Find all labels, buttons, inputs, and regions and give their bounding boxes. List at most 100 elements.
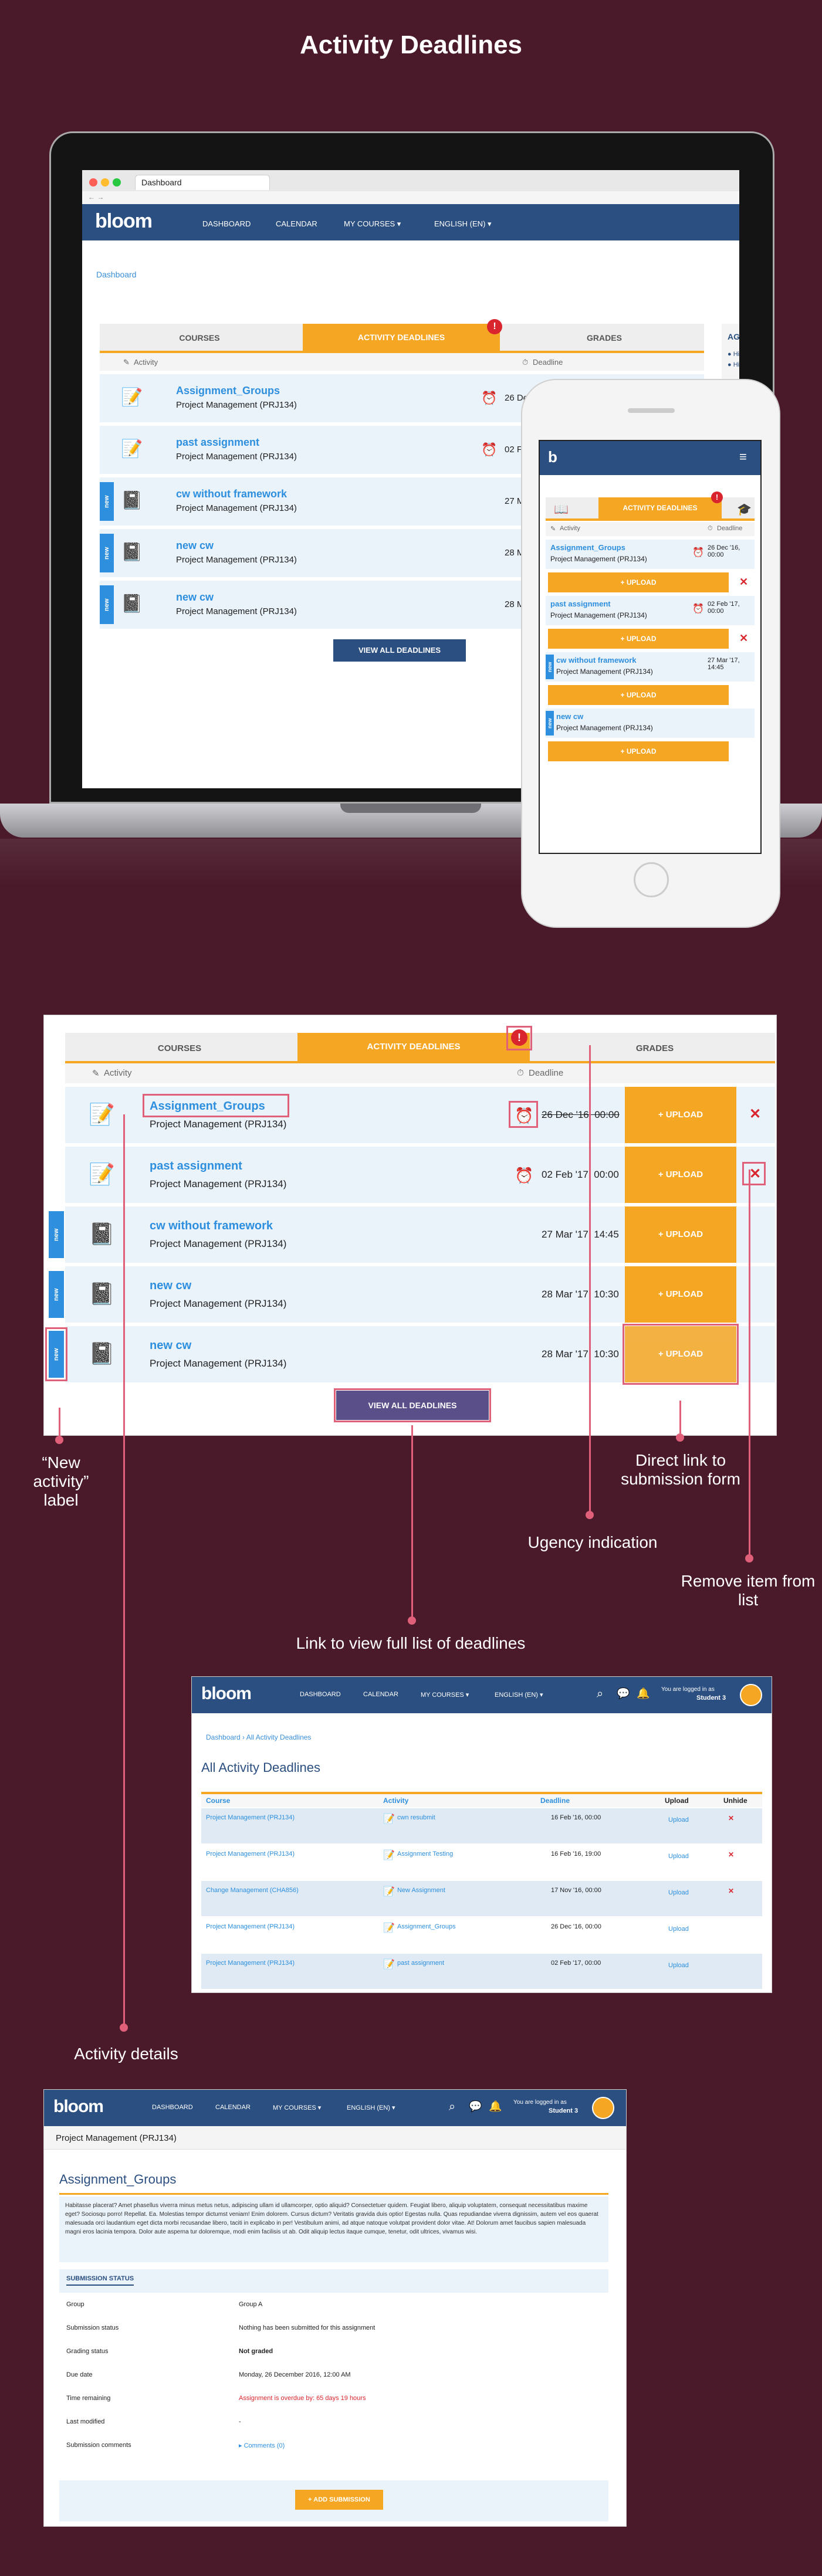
nav-language[interactable]: ENGLISH (EN) ▾ bbox=[434, 219, 492, 228]
view-all-deadlines-button[interactable]: VIEW ALL DEADLINES bbox=[336, 1391, 489, 1420]
search-icon[interactable]: ⌕ bbox=[449, 2100, 456, 2113]
assignment-icon: 📓 bbox=[89, 1282, 115, 1306]
activity-title-link[interactable]: past assignment bbox=[550, 599, 611, 608]
remove-item-icon[interactable]: ✕ bbox=[739, 576, 749, 588]
cell-activity[interactable]: Assignment_Groups bbox=[397, 1923, 456, 1930]
unhide-icon[interactable]: ✕ bbox=[728, 1850, 735, 1859]
bloom-logo[interactable]: bloom bbox=[201, 1684, 252, 1703]
activity-title-link[interactable]: new cw bbox=[176, 591, 214, 603]
cell-course[interactable]: Project Management (PRJ134) bbox=[206, 1923, 295, 1930]
close-dot-icon[interactable] bbox=[89, 178, 97, 187]
bloom-logo[interactable]: bloom bbox=[95, 210, 153, 232]
cell-upload[interactable]: Upload bbox=[668, 1816, 689, 1823]
connector-dot bbox=[55, 1436, 63, 1444]
cell-upload[interactable]: Upload bbox=[668, 1962, 689, 1969]
cell-activity[interactable]: cwn resubmit bbox=[397, 1814, 435, 1821]
unhide-icon[interactable]: ✕ bbox=[728, 1814, 735, 1822]
tab-grades[interactable]: GRADES bbox=[635, 1043, 674, 1053]
nav-calendar[interactable]: CALENDAR bbox=[363, 1691, 398, 1698]
search-icon[interactable]: ⌕ bbox=[597, 1687, 604, 1700]
bloom-logo[interactable]: bloom bbox=[53, 2097, 104, 2116]
upload-button[interactable]: + UPLOAD bbox=[548, 685, 729, 705]
cell-activity[interactable]: Assignment Testing bbox=[397, 1850, 454, 1858]
cell-upload[interactable]: Upload bbox=[668, 1853, 689, 1860]
maximize-dot-icon[interactable] bbox=[113, 178, 121, 187]
overdue-alarm-icon: ⏰ bbox=[515, 1107, 534, 1124]
cell-course[interactable]: Project Management (PRJ134) bbox=[206, 1850, 295, 1858]
nav-calendar[interactable]: CALENDAR bbox=[215, 2104, 251, 2111]
tab-courses[interactable]: COURSES bbox=[179, 333, 220, 343]
remove-item-icon[interactable]: ✕ bbox=[749, 1106, 762, 1122]
activity-title-link[interactable]: Assignment_Groups bbox=[176, 385, 280, 396]
nav-my-courses[interactable]: MY COURSES ▾ bbox=[421, 1692, 469, 1699]
activity-title-link[interactable]: cw without framework bbox=[150, 1219, 273, 1232]
nav-language[interactable]: ENGLISH (EN) ▾ bbox=[495, 1692, 543, 1699]
activity-title-link[interactable]: new cw bbox=[150, 1279, 192, 1292]
menu-icon[interactable]: ≡ bbox=[739, 449, 747, 464]
nav-dashboard[interactable]: DASHBOARD bbox=[300, 1691, 341, 1698]
grades-tab-icon[interactable]: 🎓 bbox=[737, 503, 752, 516]
tab-activity-deadlines[interactable]: ACTIVITY DEADLINES bbox=[303, 324, 500, 351]
chat-icon[interactable]: 💬 bbox=[469, 2100, 482, 2112]
bell-icon[interactable]: 🔔 bbox=[489, 2100, 502, 2112]
cell-course[interactable]: Change Management (CHA856) bbox=[206, 1887, 299, 1894]
upload-button[interactable]: + UPLOAD bbox=[625, 1147, 736, 1203]
agenda-option[interactable]: ● Hide global events bbox=[728, 351, 739, 358]
avatar[interactable] bbox=[740, 1684, 762, 1706]
user-name[interactable]: Student 3 bbox=[549, 2107, 579, 2114]
upload-button[interactable]: + UPLOAD bbox=[548, 629, 729, 649]
activity-title-link[interactable]: cw without framework bbox=[556, 656, 637, 665]
unhide-icon[interactable]: ✕ bbox=[728, 1887, 735, 1895]
bell-icon[interactable]: 🔔 bbox=[637, 1687, 650, 1699]
activity-title-link[interactable]: past assignment bbox=[176, 436, 260, 448]
browser-tab[interactable]: Dashboard bbox=[135, 175, 270, 190]
cell-deadline: 16 Feb '16, 19:00 bbox=[551, 1850, 601, 1858]
user-name[interactable]: Student 3 bbox=[696, 1694, 726, 1701]
tab-activity-deadlines[interactable]: ACTIVITY DEADLINES bbox=[297, 1033, 530, 1061]
cell-activity[interactable]: New Assignment bbox=[397, 1887, 445, 1894]
remove-item-icon[interactable]: ✕ bbox=[749, 1166, 762, 1182]
upload-button[interactable]: + UPLOAD bbox=[548, 572, 729, 592]
nav-my-courses[interactable]: MY COURSES ▾ bbox=[344, 219, 401, 228]
upload-button[interactable]: + UPLOAD bbox=[548, 741, 729, 761]
tab-courses[interactable]: COURSES bbox=[157, 1043, 202, 1053]
comments-link[interactable]: ▸ Comments (0) bbox=[239, 2442, 285, 2449]
activity-title-link[interactable]: new cw bbox=[150, 1339, 192, 1352]
activity-title-link[interactable]: past assignment bbox=[150, 1160, 242, 1172]
activity-title-link[interactable]: new cw bbox=[176, 540, 214, 551]
upload-button[interactable]: + UPLOAD bbox=[625, 1326, 736, 1382]
upload-button[interactable]: + UPLOAD bbox=[625, 1087, 736, 1143]
url-bar[interactable]: ← → bbox=[82, 191, 739, 204]
view-all-deadlines-button[interactable]: VIEW ALL DEADLINES bbox=[333, 639, 466, 662]
phone-home-button[interactable] bbox=[634, 862, 669, 897]
bloom-logo-icon[interactable]: b bbox=[548, 448, 557, 466]
breadcrumb[interactable]: Dashboard › All Activity Deadlines bbox=[206, 1733, 312, 1741]
nav-dashboard[interactable]: DASHBOARD bbox=[152, 2104, 193, 2111]
avatar[interactable] bbox=[592, 2097, 614, 2119]
minimize-dot-icon[interactable] bbox=[101, 178, 109, 187]
cell-upload[interactable]: Upload bbox=[668, 1889, 689, 1896]
activity-course: Project Management (PRJ134) bbox=[150, 1298, 287, 1309]
cell-course[interactable]: Project Management (PRJ134) bbox=[206, 1814, 295, 1821]
chat-icon[interactable]: 💬 bbox=[617, 1687, 630, 1699]
activity-title-link[interactable]: new cw bbox=[556, 712, 584, 721]
activity-title-link[interactable]: Assignment_Groups bbox=[150, 1100, 265, 1113]
nav-dashboard[interactable]: DASHBOARD bbox=[202, 219, 251, 228]
nav-my-courses[interactable]: MY COURSES ▾ bbox=[273, 2104, 322, 2111]
cell-course[interactable]: Project Management (PRJ134) bbox=[206, 1960, 295, 1967]
activity-title-link[interactable]: Assignment_Groups bbox=[550, 543, 625, 552]
nav-language[interactable]: ENGLISH (EN) ▾ bbox=[347, 2104, 395, 2111]
tab-grades[interactable]: GRADES bbox=[587, 333, 622, 343]
activity-title-link[interactable]: cw without framework bbox=[176, 488, 287, 500]
tab-activity-deadlines[interactable]: ACTIVITY DEADLINES bbox=[598, 497, 722, 518]
remove-item-icon[interactable]: ✕ bbox=[739, 632, 749, 644]
add-submission-button[interactable]: + ADD SUBMISSION bbox=[295, 2490, 383, 2510]
cell-upload[interactable]: Upload bbox=[668, 1926, 689, 1933]
upload-button[interactable]: + UPLOAD bbox=[625, 1266, 736, 1323]
nav-calendar[interactable]: CALENDAR bbox=[276, 219, 317, 228]
courses-tab-icon[interactable]: 📖 bbox=[554, 503, 569, 516]
cell-activity[interactable]: past assignment bbox=[397, 1960, 445, 1967]
breadcrumb[interactable]: Dashboard bbox=[96, 270, 137, 279]
agenda-option[interactable]: ● Hide group events bbox=[728, 361, 739, 368]
upload-button[interactable]: + UPLOAD bbox=[625, 1206, 736, 1263]
